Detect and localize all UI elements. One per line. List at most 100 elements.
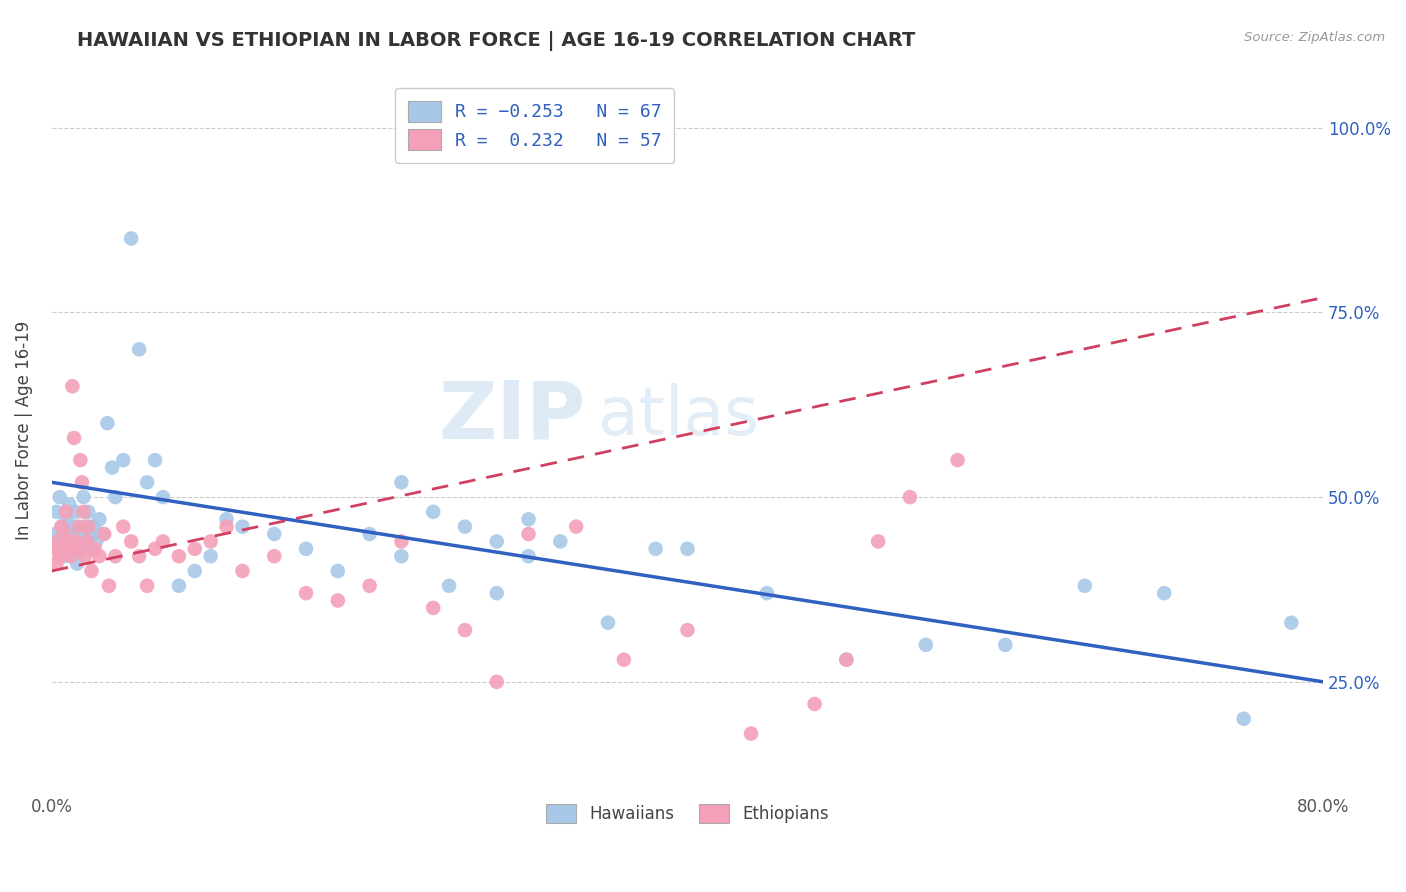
Point <box>48 490 70 504</box>
Point <box>101 460 124 475</box>
Point <box>184 541 207 556</box>
Point <box>67 519 90 533</box>
Point <box>69 453 91 467</box>
Point <box>46 534 69 549</box>
Point <box>136 579 159 593</box>
Point <box>80 564 103 578</box>
Point <box>389 534 412 549</box>
Legend: Hawaiians, Ethiopians: Hawaiians, Ethiopians <box>534 792 841 835</box>
Point <box>83 541 105 556</box>
Point <box>52 541 75 556</box>
Point <box>994 638 1017 652</box>
Point <box>77 519 100 533</box>
Text: Source: ZipAtlas.com: Source: ZipAtlas.com <box>1244 31 1385 45</box>
Point <box>66 541 89 556</box>
Point <box>422 505 444 519</box>
Point <box>69 534 91 549</box>
Point <box>46 541 69 556</box>
Point <box>65 505 87 519</box>
Point <box>326 593 349 607</box>
Point <box>62 534 84 549</box>
Point <box>326 564 349 578</box>
Point <box>75 549 97 564</box>
Point <box>70 475 93 490</box>
Point <box>437 579 460 593</box>
Point <box>72 505 94 519</box>
Point <box>96 416 118 430</box>
Point <box>755 586 778 600</box>
Point <box>914 638 936 652</box>
Point <box>89 512 111 526</box>
Point <box>79 541 101 556</box>
Point <box>596 615 619 630</box>
Point <box>77 505 100 519</box>
Point <box>517 512 540 526</box>
Point <box>76 534 98 549</box>
Point <box>56 541 79 556</box>
Point <box>75 519 97 533</box>
Point <box>898 490 921 504</box>
Point <box>644 541 666 556</box>
Point <box>58 534 80 549</box>
Point <box>62 379 84 393</box>
Point <box>128 549 150 564</box>
Point <box>231 564 253 578</box>
Point <box>51 534 73 549</box>
Point <box>128 343 150 357</box>
Point <box>565 519 588 533</box>
Point <box>63 431 86 445</box>
Point <box>485 534 508 549</box>
Point <box>485 586 508 600</box>
Point <box>104 549 127 564</box>
Point <box>45 557 67 571</box>
Point <box>359 579 381 593</box>
Point <box>184 564 207 578</box>
Point <box>55 505 77 519</box>
Point <box>167 579 190 593</box>
Point <box>120 534 142 549</box>
Point <box>200 534 222 549</box>
Text: atlas: atlas <box>599 383 759 449</box>
Point <box>676 623 699 637</box>
Point <box>66 557 89 571</box>
Point <box>72 490 94 504</box>
Point <box>835 653 858 667</box>
Point <box>231 519 253 533</box>
Point <box>295 541 318 556</box>
Point <box>104 490 127 504</box>
Point <box>152 534 174 549</box>
Point <box>550 534 572 549</box>
Point <box>136 475 159 490</box>
Point <box>200 549 222 564</box>
Point <box>76 534 98 549</box>
Point <box>63 519 86 533</box>
Point <box>97 579 120 593</box>
Point <box>51 519 73 533</box>
Point <box>53 549 76 564</box>
Point <box>389 549 412 564</box>
Point <box>52 519 75 533</box>
Point <box>80 527 103 541</box>
Point <box>1233 712 1256 726</box>
Point <box>868 534 890 549</box>
Point <box>1279 615 1302 630</box>
Point <box>59 541 82 556</box>
Point <box>263 549 285 564</box>
Point <box>152 490 174 504</box>
Point <box>215 512 238 526</box>
Point <box>454 623 477 637</box>
Point <box>835 653 858 667</box>
Point <box>67 527 90 541</box>
Point <box>295 586 318 600</box>
Point <box>803 697 825 711</box>
Point <box>56 527 79 541</box>
Point <box>84 534 107 549</box>
Point <box>215 519 238 533</box>
Point <box>55 512 77 526</box>
Y-axis label: In Labor Force | Age 16-19: In Labor Force | Age 16-19 <box>15 321 32 541</box>
Point <box>48 549 70 564</box>
Point <box>59 549 82 564</box>
Point <box>53 527 76 541</box>
Point <box>454 519 477 533</box>
Point <box>44 541 66 556</box>
